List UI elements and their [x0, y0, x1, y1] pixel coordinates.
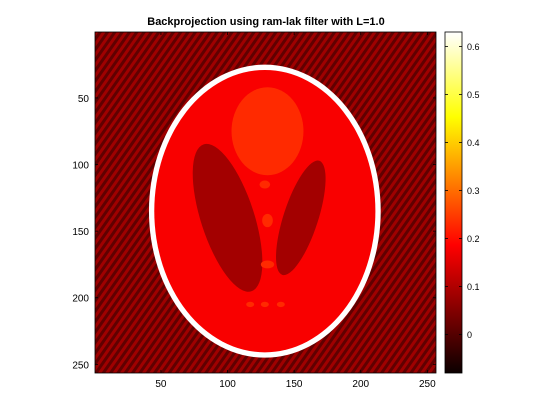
chart-title: Backprojection using ram-lak filter with…: [147, 16, 384, 28]
y-axis: 50 100 150 200 250: [72, 94, 436, 371]
small-blob-1: [260, 260, 275, 269]
colorbar-tick-label: 0.1: [467, 282, 480, 292]
dark-ellipse-1: [192, 143, 263, 292]
outer-ellipse-interior: [154, 69, 376, 353]
colorbar-tick-label: 0.4: [467, 138, 480, 148]
colorbar-gradient: [444, 31, 463, 374]
heatmap-image: [95, 32, 436, 373]
colorbar-tick-label: 0.5: [467, 90, 480, 100]
y-tick-label: 50: [78, 94, 90, 105]
x-tick-label: 250: [419, 379, 436, 390]
colorbar-tick-label: 0: [467, 330, 472, 340]
y-tick-label: 100: [72, 161, 89, 172]
colorbar-tick-label: 0.6: [467, 42, 480, 52]
x-tick-label: 100: [219, 379, 236, 390]
x-axis: 50 100 150 200 250: [155, 32, 436, 390]
colorbar-ticks: 0 0.1 0.2 0.3 0.4 0.5 0.6: [445, 42, 480, 340]
plot-area: 50 100 150 200 250 50 100 150 200 250: [72, 31, 437, 390]
small-blob-2: [262, 213, 273, 228]
small-blob-5: [260, 301, 269, 308]
small-blob-6: [276, 301, 285, 308]
bright-ellipse: [231, 87, 304, 176]
x-tick-label: 50: [155, 379, 167, 390]
small-blob-4: [246, 301, 255, 308]
colorbar-tick-label: 0.3: [467, 186, 480, 196]
y-tick-label: 150: [72, 227, 89, 238]
plot-frame: [94, 31, 437, 374]
x-tick-label: 150: [286, 379, 303, 390]
y-tick-label: 200: [72, 294, 89, 305]
colorbar: 0 0.1 0.2 0.3 0.4 0.5 0.6: [444, 31, 480, 374]
small-blob-3: [259, 180, 271, 189]
dark-ellipse-2: [276, 160, 326, 276]
colorbar-tick-label: 0.2: [467, 234, 480, 244]
x-tick-label: 200: [352, 379, 369, 390]
y-tick-label: 250: [72, 360, 89, 371]
